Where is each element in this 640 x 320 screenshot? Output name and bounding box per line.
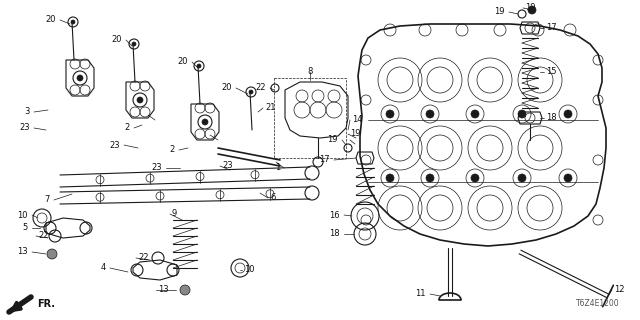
Circle shape — [518, 174, 526, 182]
Circle shape — [47, 249, 57, 259]
Text: FR.: FR. — [37, 299, 55, 309]
Text: 23: 23 — [152, 164, 162, 172]
Text: 14: 14 — [352, 116, 362, 124]
Text: 22: 22 — [255, 84, 266, 92]
Text: 10: 10 — [17, 211, 28, 220]
Text: 6: 6 — [270, 194, 275, 203]
Text: 13: 13 — [158, 285, 168, 294]
Text: 1: 1 — [275, 164, 280, 172]
Circle shape — [77, 75, 83, 81]
Text: 20: 20 — [177, 58, 188, 67]
Circle shape — [202, 119, 208, 125]
Text: 16: 16 — [330, 211, 340, 220]
Text: 10: 10 — [244, 266, 255, 275]
Text: 20: 20 — [111, 36, 122, 44]
Circle shape — [386, 174, 394, 182]
Text: 18: 18 — [546, 114, 557, 123]
Circle shape — [197, 64, 201, 68]
Text: 19: 19 — [328, 135, 338, 145]
Text: 12: 12 — [614, 285, 625, 294]
Circle shape — [518, 110, 526, 118]
Text: 23: 23 — [109, 140, 120, 149]
Text: 2: 2 — [125, 124, 130, 132]
Circle shape — [426, 110, 434, 118]
Text: 23: 23 — [19, 124, 30, 132]
Text: 23: 23 — [222, 162, 232, 171]
Circle shape — [564, 174, 572, 182]
Circle shape — [471, 110, 479, 118]
Text: 15: 15 — [546, 68, 557, 76]
Circle shape — [386, 110, 394, 118]
Text: 18: 18 — [330, 229, 340, 238]
Text: 3: 3 — [24, 108, 30, 116]
Text: 17: 17 — [546, 23, 557, 33]
Text: 7: 7 — [45, 196, 50, 204]
Text: 19: 19 — [525, 4, 536, 12]
Text: 4: 4 — [100, 263, 106, 273]
Text: 8: 8 — [307, 68, 313, 76]
Circle shape — [132, 42, 136, 46]
Text: T6Z4E1200: T6Z4E1200 — [577, 299, 620, 308]
Text: 22: 22 — [38, 231, 49, 241]
Circle shape — [71, 20, 75, 24]
Text: 17: 17 — [319, 156, 330, 164]
Circle shape — [471, 174, 479, 182]
Text: 2: 2 — [170, 146, 175, 155]
Text: 13: 13 — [17, 247, 28, 257]
Circle shape — [249, 90, 253, 94]
Text: 20: 20 — [221, 84, 232, 92]
Circle shape — [564, 110, 572, 118]
Circle shape — [180, 285, 190, 295]
Text: 19: 19 — [350, 130, 360, 139]
Text: 19: 19 — [495, 7, 505, 17]
Circle shape — [528, 6, 536, 14]
Text: 5: 5 — [23, 223, 28, 233]
Circle shape — [137, 97, 143, 103]
Text: 21: 21 — [265, 103, 275, 113]
Text: 20: 20 — [45, 15, 56, 25]
Text: 22: 22 — [138, 253, 148, 262]
Text: 11: 11 — [415, 290, 426, 299]
Text: 9: 9 — [172, 210, 177, 219]
Circle shape — [426, 174, 434, 182]
